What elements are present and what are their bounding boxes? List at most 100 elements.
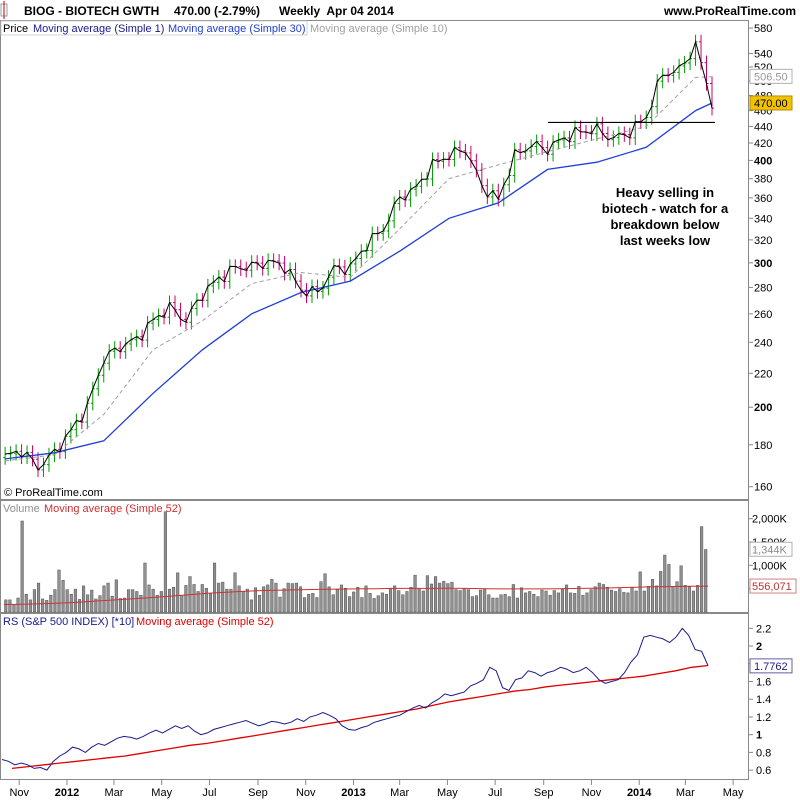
volume-bar (167, 588, 172, 613)
x-tick-label: Jul (488, 787, 502, 799)
volume-bar (552, 590, 556, 613)
rs-badge-value: 1.7762 (754, 661, 788, 673)
x-tick-label: Mar (676, 787, 695, 799)
price-tick-label: 300 (754, 258, 772, 270)
rs-tick-label: 1.2 (756, 712, 771, 724)
volume-bar (667, 564, 671, 613)
volume-bar (65, 589, 69, 613)
volume-bar (147, 584, 151, 613)
volume-bar (511, 584, 515, 613)
price-tick-label: 160 (754, 482, 772, 494)
volume-bar (462, 588, 466, 613)
volume-bar (700, 526, 704, 613)
volume-bar (110, 595, 114, 613)
volume-bar (245, 588, 249, 613)
price-tick-label: 400 (754, 155, 772, 167)
volume-bar (102, 585, 106, 613)
price-tick-label: 360 (754, 193, 772, 205)
volume-bar (221, 581, 225, 613)
volume-bar (282, 588, 286, 613)
ma10-line (5, 76, 713, 462)
volume-bar (372, 598, 376, 613)
volume-bar (393, 585, 397, 613)
x-tick-label: Sep (534, 787, 554, 799)
volume-bar (679, 565, 683, 613)
volume-bar (589, 589, 593, 613)
volume-bar (143, 562, 147, 613)
price-tick-label: 580 (754, 23, 772, 35)
volume-bar (446, 583, 450, 613)
volume-bar (695, 585, 700, 613)
volume-bar (544, 590, 548, 613)
annotation-line-2: biotech - watch for a (602, 201, 729, 216)
volume-bar (593, 586, 597, 613)
volume-bar (352, 591, 356, 613)
volume-bar (671, 586, 675, 613)
volume-bar (503, 594, 507, 613)
volume-bar (691, 590, 695, 613)
volume-bar (36, 582, 41, 613)
volume-bar (290, 583, 294, 613)
volume-ma-badge-value: 556,071 (752, 581, 792, 593)
volume-bar (659, 571, 663, 613)
volume-bar (348, 596, 352, 613)
volume-bar (28, 599, 32, 613)
period-date: Weekly Apr 04 2014 (279, 4, 394, 18)
x-tick-label: 2013 (341, 787, 365, 799)
volume-bar (585, 592, 589, 613)
volume-bar (204, 587, 208, 613)
volume-bar (8, 599, 12, 613)
volume-bar (605, 587, 610, 613)
volume-bar (397, 590, 401, 613)
volume-bar (540, 589, 544, 613)
volume-bar (319, 581, 323, 613)
volume-bar (208, 593, 212, 613)
volume-bar (180, 594, 184, 613)
volume-bar (335, 589, 339, 613)
site-url[interactable]: www.ProRealTime.com (663, 4, 796, 18)
volume-bar (184, 585, 188, 613)
volume-bar (417, 588, 421, 613)
volume-bar (278, 596, 282, 613)
volume-plot (3, 511, 709, 613)
volume-bar (601, 584, 605, 613)
rs-tick-label: 1 (756, 730, 762, 742)
volume-bar (127, 589, 131, 613)
volume-bar (438, 582, 442, 613)
annotation-text: Heavy selling in biotech - watch for a b… (602, 185, 729, 248)
price-tick-label: 260 (754, 309, 772, 321)
legend-rs-ma52: Moving average (Simple 52) (136, 616, 274, 628)
volume-badge (749, 541, 793, 557)
volume-bar (212, 562, 217, 613)
volume-bar (376, 595, 380, 613)
legend-price: Price (3, 23, 28, 35)
volume-bar (507, 596, 511, 613)
volume-bar (315, 597, 319, 613)
volume-bar (286, 582, 290, 613)
volume-bar (560, 588, 564, 613)
volume-bar (192, 584, 196, 613)
volume-bar (73, 588, 77, 613)
volume-ma-line (3, 585, 709, 605)
volume-bar (241, 591, 245, 613)
price-tick-label: 540 (754, 49, 772, 61)
volume-bar (135, 591, 139, 613)
volume-bar (474, 595, 479, 613)
volume-bar (532, 594, 536, 613)
rs-ma-line (11, 664, 709, 770)
rs-tick-label: 2 (756, 641, 762, 653)
panel-frames (0, 20, 749, 780)
volume-bar (573, 593, 577, 613)
rs-panel-frame (0, 613, 749, 780)
x-tick-label: May (723, 787, 744, 799)
chart-header: BIOG - BIOTECH GWTH 470.00 (-2.79%) Week… (0, 1, 796, 19)
volume-bar (86, 594, 90, 613)
volume-badge-value: 1,344K (752, 544, 788, 556)
volume-bar (470, 596, 474, 613)
price-panel-frame (0, 20, 749, 500)
volume-bar (249, 599, 253, 613)
volume-bar (12, 604, 16, 613)
volume-bar (24, 594, 28, 613)
legend-rs: RS (S&P 500 INDEX) [*10] (3, 616, 134, 628)
volume-bar (20, 520, 24, 613)
